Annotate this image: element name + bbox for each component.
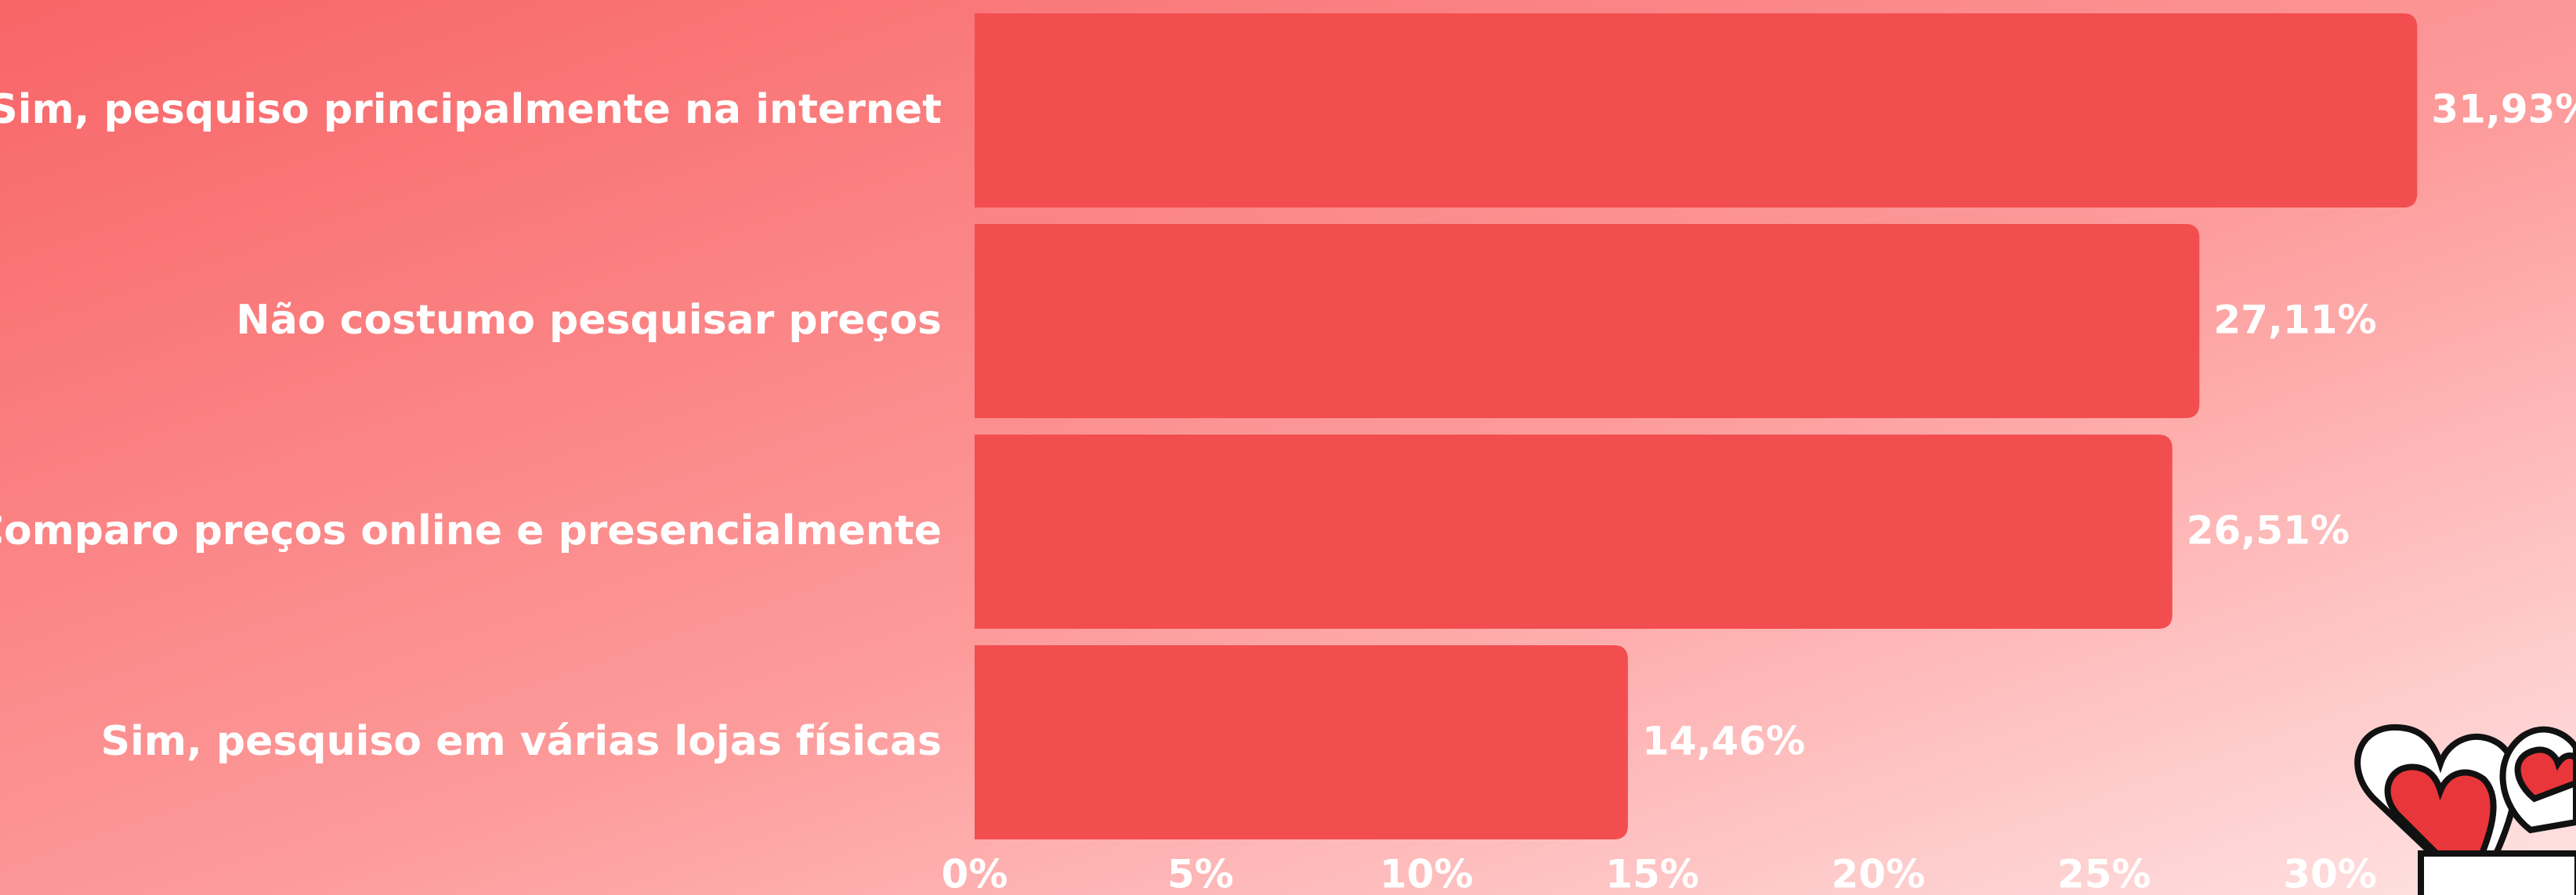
value-label: 14,46% <box>1642 719 1805 764</box>
bar <box>975 224 2200 418</box>
x-tick-label: 0% <box>942 852 1008 895</box>
bar <box>975 13 2418 208</box>
category-label: Sim, pesquiso em várias lojas físicas <box>101 718 942 765</box>
category-label: Não costumo pesquisar preços <box>236 297 942 344</box>
bar <box>975 435 2173 629</box>
x-tick-label: 30% <box>2283 852 2377 895</box>
value-label: 26,51% <box>2187 508 2350 554</box>
x-tick-label: 20% <box>1831 852 1925 895</box>
x-tick-label: 10% <box>1380 852 1474 895</box>
x-tick-label: 5% <box>1167 852 1234 895</box>
decorative-icon <box>2354 724 2576 895</box>
category-label: Comparo preços online e presencialmente <box>0 507 942 554</box>
x-tick-label: 15% <box>1605 852 1699 895</box>
category-label: Sim, pesquiso principalmente na internet <box>0 86 942 133</box>
value-label: 27,11% <box>2213 298 2376 343</box>
bar <box>975 645 1628 839</box>
x-tick-label: 25% <box>2057 852 2151 895</box>
value-label: 31,93% <box>2431 87 2576 132</box>
